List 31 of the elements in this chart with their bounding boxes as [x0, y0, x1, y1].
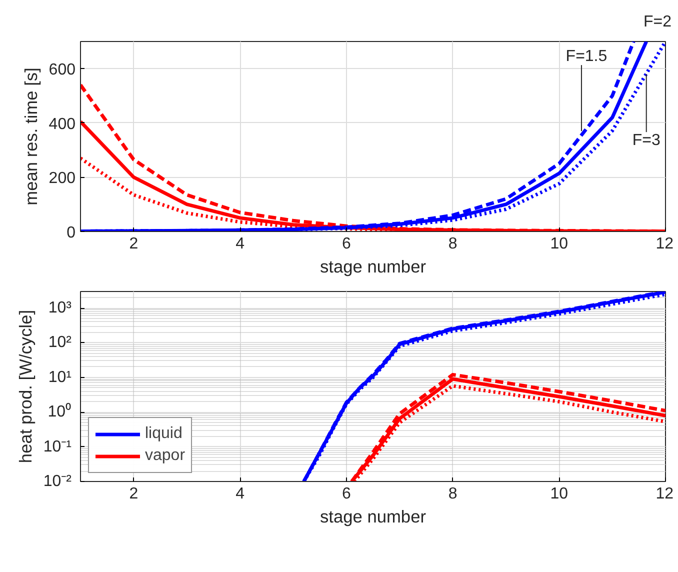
y-tick-label: 600	[48, 62, 76, 79]
x-tick-label: 6	[342, 236, 351, 252]
x-tick-label: 10	[550, 236, 568, 252]
x-tick-label: 2	[129, 236, 138, 252]
x-tick-label: 8	[448, 236, 458, 252]
y-tick-label: 10⁻¹	[43, 438, 72, 456]
y-tick-label: 200	[48, 170, 76, 188]
x-tick-label: 10	[550, 486, 568, 502]
y-tick-label: 10²	[48, 334, 72, 352]
x-tick-label: 4	[236, 236, 245, 252]
y-tick-label: 10¹	[48, 368, 72, 386]
y-tick-label: 10³	[48, 300, 72, 317]
legend-label: liquid	[145, 425, 182, 443]
y-tick-label: 0	[66, 224, 76, 242]
y-tick-label: 400	[48, 116, 76, 133]
y-axis-title: mean res. time [s]	[20, 68, 41, 206]
x-tick-label: 2	[129, 486, 138, 502]
x-tick-label: 12	[656, 486, 674, 502]
annotation: F=3	[632, 132, 660, 150]
legend-label: vapor	[145, 447, 186, 465]
x-tick-label: 4	[236, 486, 245, 502]
x-tick-label: 6	[342, 486, 351, 502]
x-axis-title: stage number	[320, 506, 426, 526]
y-tick-label: 10⁰	[48, 402, 72, 421]
text: F=2	[643, 14, 672, 30]
x-axis-title: stage number	[320, 256, 426, 276]
x-tick-label: 8	[448, 486, 458, 502]
y-axis-title: heat prod. [W/cycle]	[15, 310, 36, 464]
x-tick-label: 12	[656, 236, 674, 252]
annotation: F=1.5	[566, 48, 608, 66]
y-tick-label: 10⁻²	[43, 473, 72, 490]
